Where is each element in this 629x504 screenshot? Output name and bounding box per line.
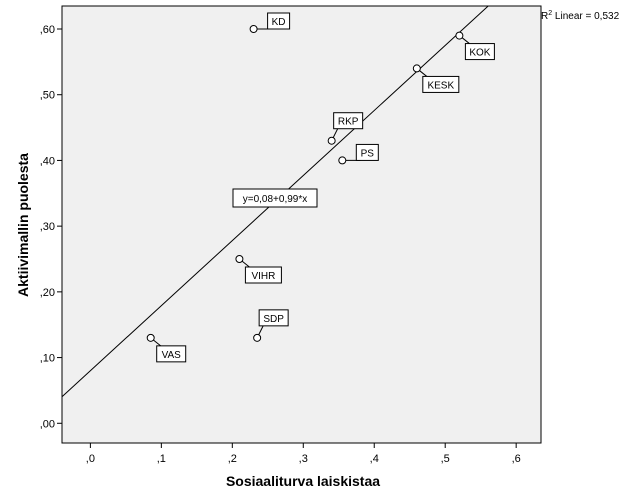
data-point-rkp: RKP xyxy=(327,112,364,145)
data-point-kesk: KESK xyxy=(412,64,460,93)
x-tick-label: ,6 xyxy=(512,453,521,465)
point-label: SDP xyxy=(263,314,284,325)
point-label: KD xyxy=(272,17,286,28)
data-point-ps: PS xyxy=(338,143,379,165)
data-point-kd: KD xyxy=(249,12,291,33)
point-label: KESK xyxy=(427,80,454,91)
point-label-box xyxy=(258,309,289,327)
x-tick-label: ,5 xyxy=(441,453,450,465)
axis-ticks: ,0 ,1 ,2 ,3 ,4 ,5 ,6 ,00 ,10 ,20 ,30 ,40 ,50 ,60 xyxy=(40,24,521,465)
point-label: VIHR xyxy=(251,271,275,282)
point-label: VAS xyxy=(162,350,182,361)
point-marker xyxy=(327,136,336,145)
r2-prefix: R xyxy=(541,11,548,22)
data-points: KD KOK KESK RKP PS VIHR SDP VAS xyxy=(146,12,495,363)
x-tick-label: ,1 xyxy=(157,453,166,465)
point-label-box xyxy=(267,12,291,30)
point-marker xyxy=(253,333,262,342)
data-point-vihr: VIHR xyxy=(235,255,282,284)
equation-layer: y=0,08+0,99*x xyxy=(232,188,318,208)
y-tick-label: ,10 xyxy=(40,353,55,365)
x-tick-label: ,2 xyxy=(228,453,237,465)
point-marker xyxy=(235,255,244,263)
point-marker xyxy=(412,64,421,73)
y-tick-label: ,30 xyxy=(40,221,55,233)
r2-annotation: R2 Linear = 0,532 xyxy=(541,10,620,22)
x-axis-title: Sosiaaliturva laiskistaa xyxy=(226,473,380,489)
point-label: RKP xyxy=(338,117,359,128)
point-label-box xyxy=(464,43,495,61)
point-label-box xyxy=(355,143,379,161)
y-axis-title: Aktiivimallin puolesta xyxy=(15,153,31,297)
y-tick-label: ,20 xyxy=(40,287,55,299)
plot-area xyxy=(61,5,542,444)
y-tick-label: ,60 xyxy=(40,24,55,36)
point-label-box xyxy=(156,345,187,363)
data-point-sdp: SDP xyxy=(253,309,289,342)
point-label-box xyxy=(244,266,282,284)
x-tick-label: ,0 xyxy=(86,453,95,465)
data-point-vas: VAS xyxy=(146,333,187,363)
equation-label: y=0,08+0,99*x xyxy=(243,194,308,205)
point-label: PS xyxy=(361,148,375,159)
x-tick-label: ,3 xyxy=(299,453,308,465)
data-point-kok: KOK xyxy=(455,31,495,61)
x-tick-label: ,4 xyxy=(370,453,379,465)
equation-box xyxy=(232,188,318,208)
point-marker xyxy=(338,156,347,165)
y-tick-label: ,40 xyxy=(40,155,55,167)
r2-value: Linear = 0,532 xyxy=(552,11,619,22)
y-tick-label: ,50 xyxy=(40,90,55,102)
point-marker xyxy=(455,31,464,40)
point-marker xyxy=(249,25,258,33)
y-tick-label: ,00 xyxy=(40,418,55,430)
point-marker xyxy=(146,333,155,342)
point-label-box xyxy=(333,112,364,130)
point-label-box xyxy=(422,75,460,93)
point-label: KOK xyxy=(469,48,490,59)
r2-superscript: 2 xyxy=(548,10,552,17)
